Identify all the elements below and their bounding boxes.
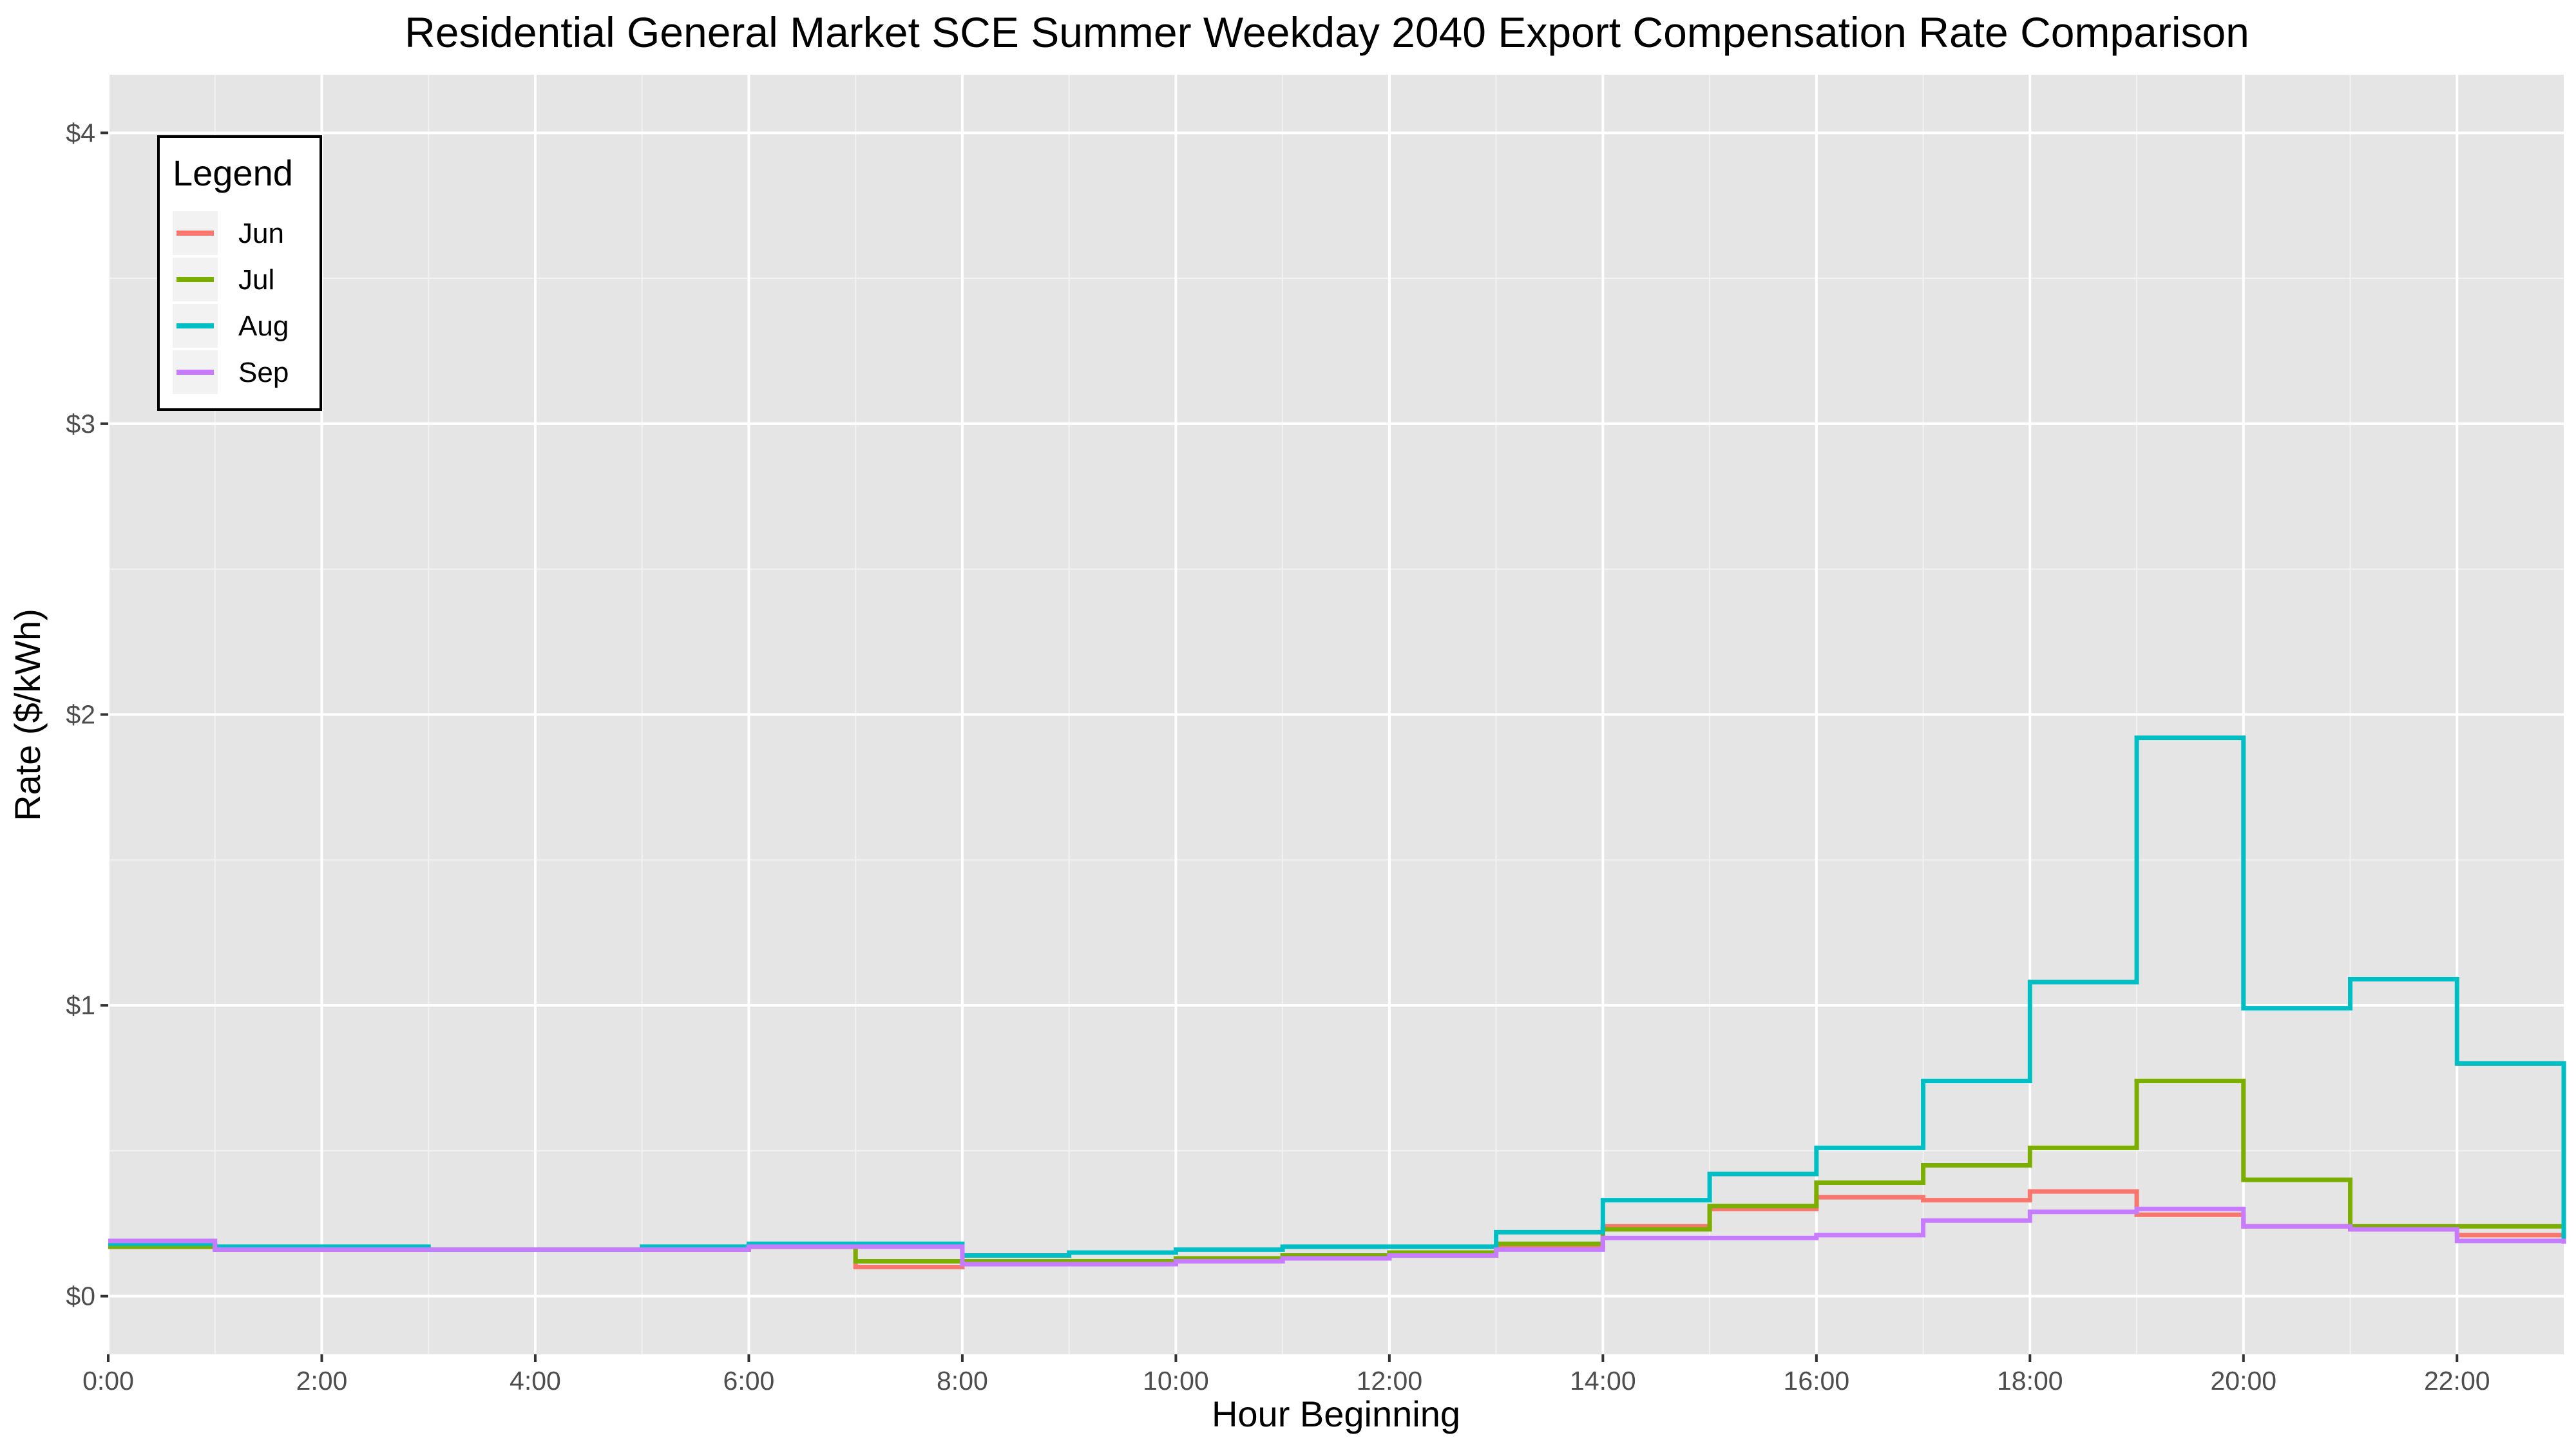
legend-label-sep: Sep: [238, 357, 289, 388]
series-lines: [108, 735, 2566, 1270]
x-tick-label: 20:00: [2210, 1366, 2276, 1396]
x-tick-label: 14:00: [1570, 1366, 1636, 1396]
y-tick-label: $0: [66, 1282, 95, 1311]
y-axis-title: Rate ($/kWh): [7, 609, 48, 821]
series-line-sep: [108, 1206, 2566, 1267]
y-tick-label: $4: [66, 118, 95, 147]
x-tick-label: 8:00: [937, 1366, 988, 1396]
legend-items: Jun Jul Aug Sep: [173, 211, 289, 394]
x-tick-label: 22:00: [2424, 1366, 2490, 1396]
legend-label-jun: Jun: [238, 218, 284, 249]
x-tick-label: 12:00: [1357, 1366, 1423, 1396]
x-tick-label: 18:00: [1997, 1366, 2063, 1396]
x-tick-label: 4:00: [510, 1366, 561, 1396]
y-tick-label: $3: [66, 409, 95, 439]
x-axis: 0:00 2:00 4:00 6:00 8:00 10:00 12:00 14:00 16:00…: [82, 1354, 2490, 1396]
y-axis: $0 $1 $2 $3 $4: [66, 118, 108, 1311]
y-tick-label: $1: [66, 990, 95, 1020]
chart-title: Residential General Market SCE Summer We…: [405, 8, 2249, 56]
x-tick-label: 2:00: [296, 1366, 348, 1396]
legend: Legend Jun Jul Aug Sep: [157, 135, 322, 411]
y-tick-label: $2: [66, 700, 95, 730]
x-axis-title: Hour Beginning: [1212, 1394, 1460, 1434]
legend-title: Legend: [173, 153, 293, 193]
x-tick-label: 10:00: [1143, 1366, 1209, 1396]
x-tick-label: 16:00: [1784, 1366, 1850, 1396]
x-tick-label: 0:00: [82, 1366, 134, 1396]
legend-label-aug: Aug: [238, 310, 289, 342]
legend-label-jul: Jul: [238, 264, 274, 296]
x-tick-label: 6:00: [723, 1366, 775, 1396]
